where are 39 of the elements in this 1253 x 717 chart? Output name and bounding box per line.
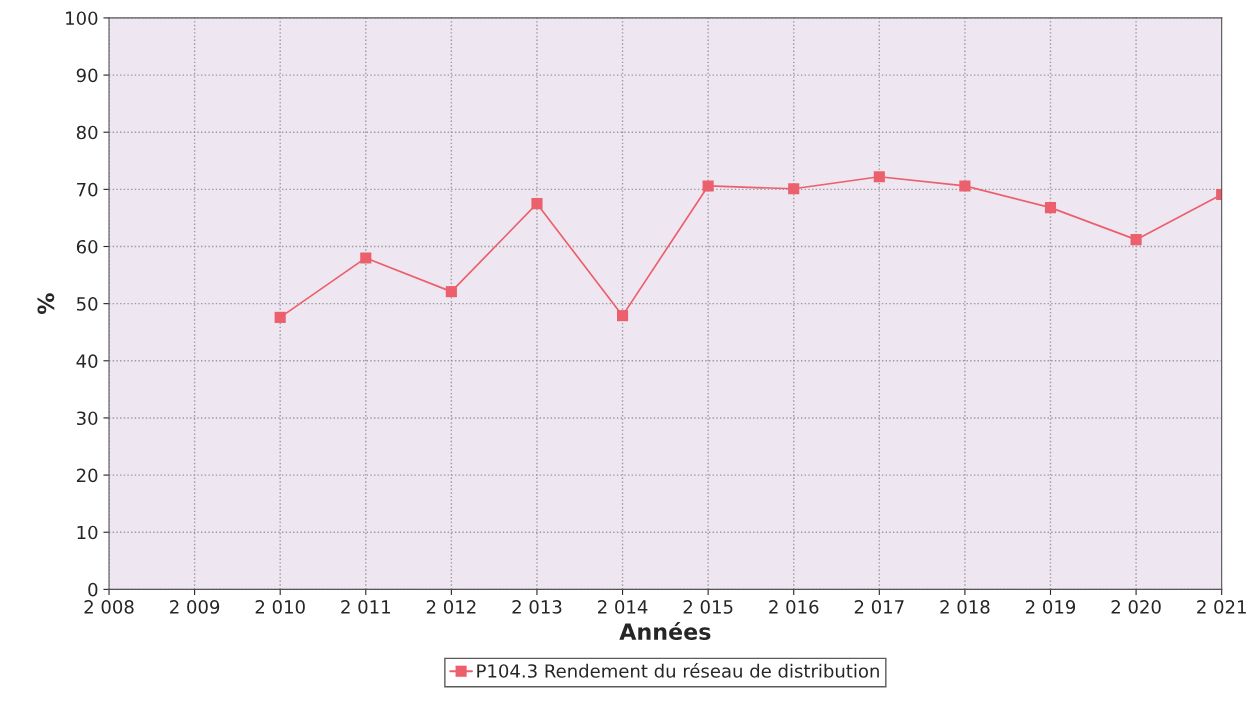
x-tick-label: 2 011 [341,600,390,614]
x-tick-label: 2 009 [170,600,220,614]
point [531,198,543,210]
y-tick-label: 80 [76,125,98,140]
point [360,252,372,264]
y-tick-label: 60 [76,239,98,254]
x-tick-label: 2 018 [940,600,990,614]
legend-label: P104.3 Rendement du réseau de distribution [477,663,879,678]
x-tick-label: 2 012 [426,600,476,614]
y-tick-label: 40 [76,354,98,368]
point [274,311,286,323]
y-tick-label: 70 [77,182,98,197]
y-tick-label: 30 [77,411,98,426]
y-tick-label: 50 [77,297,98,311]
x-tick-label: 2 017 [854,600,904,614]
y-axis-title: % [37,293,55,315]
point [616,310,629,322]
x-tick-label: 2 020 [1111,600,1161,614]
y-tick-label: 10 [77,525,98,540]
point [702,180,714,192]
y-tick-label: 0 [88,582,98,597]
y-tick-label: 20 [76,468,98,483]
point [959,180,971,192]
x-tick-label: 2 008 [84,600,134,614]
x-axis-title: Années [619,621,711,641]
point [873,171,885,183]
x-tick-label: 2 016 [769,600,819,614]
x-tick-label: 2 010 [255,600,305,614]
point [1044,202,1057,214]
point [1130,234,1142,246]
x-tick-label: 2 015 [683,600,733,614]
y-tick-label: 100 [66,11,98,26]
y-tick-label: 90 [76,68,98,83]
x-tick-label: 2 021 [1197,600,1246,614]
x-tick-label: 2 019 [1025,600,1076,614]
point [788,183,800,195]
x-tick-label: 2 013 [512,600,562,614]
point [445,286,457,298]
x-tick-label: 2 014 [598,600,648,614]
